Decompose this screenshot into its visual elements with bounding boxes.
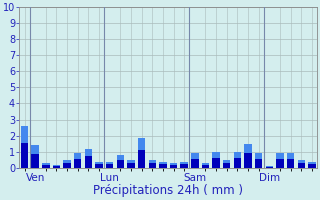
Bar bbox=[138, 138, 145, 150]
Bar bbox=[223, 160, 230, 168]
Bar bbox=[234, 152, 241, 168]
Bar bbox=[170, 163, 177, 168]
Bar bbox=[244, 144, 252, 168]
Bar bbox=[116, 155, 124, 160]
Bar bbox=[276, 153, 284, 168]
Bar bbox=[202, 163, 209, 165]
Bar bbox=[255, 153, 262, 168]
Bar bbox=[85, 149, 92, 156]
Bar bbox=[212, 152, 220, 168]
Bar bbox=[95, 162, 103, 164]
Bar bbox=[31, 145, 39, 154]
Bar bbox=[74, 153, 82, 168]
Bar bbox=[21, 126, 28, 143]
Bar bbox=[159, 162, 167, 164]
Bar bbox=[74, 153, 82, 159]
Bar bbox=[85, 149, 92, 168]
Bar bbox=[308, 162, 316, 164]
Bar bbox=[308, 162, 316, 168]
X-axis label: Précipitations 24h ( mm ): Précipitations 24h ( mm ) bbox=[93, 184, 243, 197]
Bar bbox=[116, 155, 124, 168]
Bar bbox=[244, 144, 252, 153]
Bar bbox=[31, 145, 39, 168]
Bar bbox=[159, 162, 167, 168]
Bar bbox=[95, 162, 103, 168]
Bar bbox=[63, 160, 71, 163]
Bar bbox=[53, 165, 60, 168]
Bar bbox=[298, 160, 305, 168]
Bar bbox=[191, 153, 198, 168]
Bar bbox=[127, 160, 135, 163]
Bar bbox=[138, 138, 145, 168]
Bar bbox=[266, 166, 273, 167]
Bar bbox=[148, 160, 156, 163]
Bar bbox=[170, 163, 177, 165]
Bar bbox=[42, 163, 50, 165]
Bar bbox=[287, 153, 294, 168]
Bar bbox=[127, 160, 135, 168]
Bar bbox=[202, 163, 209, 168]
Bar bbox=[106, 162, 113, 168]
Bar bbox=[106, 162, 113, 164]
Bar bbox=[298, 160, 305, 163]
Bar bbox=[180, 162, 188, 168]
Bar bbox=[266, 166, 273, 168]
Bar bbox=[53, 165, 60, 166]
Bar bbox=[148, 160, 156, 168]
Bar bbox=[287, 153, 294, 159]
Bar bbox=[255, 153, 262, 159]
Bar bbox=[276, 153, 284, 159]
Bar bbox=[223, 160, 230, 163]
Bar bbox=[234, 152, 241, 158]
Bar bbox=[63, 160, 71, 168]
Bar bbox=[21, 126, 28, 168]
Bar bbox=[212, 152, 220, 158]
Bar bbox=[191, 153, 198, 159]
Bar bbox=[180, 162, 188, 164]
Bar bbox=[42, 163, 50, 168]
